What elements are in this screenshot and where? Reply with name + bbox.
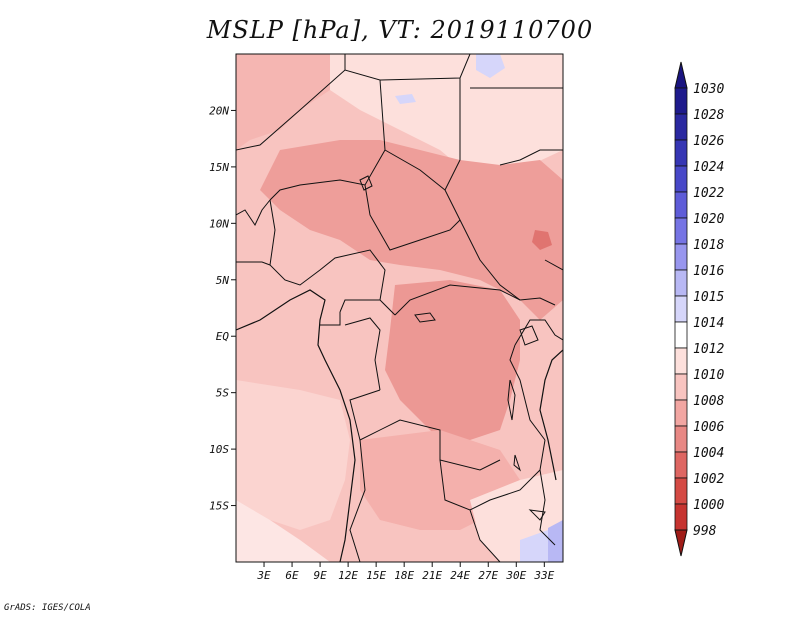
colorbar-label: 1018 — [693, 238, 724, 253]
colorbar-label: 1004 — [693, 446, 724, 461]
field-1012-sw — [236, 380, 350, 530]
colorbar-swatch — [674, 295, 688, 323]
lon-tick-label: 24E — [450, 569, 470, 582]
colorbar-bottom-arrow — [674, 529, 688, 557]
colorbar-swatch — [674, 87, 688, 115]
lat-tick-label: 10N — [209, 217, 229, 230]
colorbar-swatch — [674, 269, 688, 297]
colorbar-swatch — [674, 425, 688, 453]
colorbar-swatch — [674, 243, 688, 271]
longitude-axis: 3E 6E 9E 12E 15E 18E 21E 24E 27E 30E 33E — [256, 562, 555, 582]
colorbar-label: 1024 — [693, 160, 724, 175]
colorbar-label: 1020 — [693, 212, 724, 227]
lon-tick-label: 15E — [366, 569, 386, 582]
colorbar-label: 1008 — [693, 394, 724, 409]
country-borders — [236, 54, 563, 562]
lon-tick-label: 9E — [313, 569, 327, 582]
colorbar-swatch — [674, 321, 688, 349]
field-1008-central — [260, 140, 563, 320]
lon-tick-label: 21E — [422, 569, 442, 582]
colorbar-swatch — [674, 165, 688, 193]
lakes — [359, 175, 546, 521]
colorbar-label: 1026 — [693, 134, 724, 149]
lon-tick-label: 12E — [338, 569, 358, 582]
lat-tick-label: 10S — [209, 443, 229, 456]
colorbar-label: 1006 — [693, 420, 724, 435]
grads-credit: GrADS: IGES/COLA — [4, 603, 91, 613]
pressure-field — [236, 54, 563, 562]
field-1012-north — [330, 54, 563, 175]
map-title: MSLP [hPa], VT: 2019110700 — [206, 16, 594, 44]
colorbar: 1030 1028 1026 1024 1022 1020 1018 1016 1015 1014… — [674, 61, 724, 557]
colorbar-swatch — [674, 347, 688, 375]
colorbar-top-arrow — [674, 61, 688, 89]
latitude-axis: 20N 15N 10N 5N EQ 5S 10S 15S — [209, 104, 236, 513]
field-1006-spot — [532, 230, 552, 250]
field-1016-se — [548, 520, 563, 562]
colorbar-swatch — [674, 191, 688, 219]
lat-tick-label: 15N — [209, 161, 229, 174]
colorbar-label: 1022 — [693, 186, 724, 201]
colorbar-swatch — [674, 503, 688, 531]
colorbar-swatch — [674, 399, 688, 427]
coastline — [236, 289, 563, 562]
lat-tick-label: 15S — [209, 500, 229, 513]
colorbar-swatch — [674, 113, 688, 141]
lat-tick-label: 5S — [216, 387, 230, 400]
lon-tick-label: 18E — [394, 569, 414, 582]
colorbar-label: 1012 — [693, 342, 724, 357]
colorbar-label: 1015 — [693, 290, 724, 305]
lat-tick-label: 20N — [209, 104, 229, 117]
field-1015-patch — [395, 94, 416, 104]
colorbar-label: 998 — [693, 524, 717, 539]
colorbar-swatch — [674, 139, 688, 167]
field-1014-sw — [236, 500, 330, 562]
colorbar-swatch — [674, 373, 688, 401]
colorbar-label: 1010 — [693, 368, 724, 383]
lon-tick-label: 33E — [533, 569, 554, 582]
lat-tick-label: 5N — [216, 274, 230, 287]
field-1010-west — [236, 54, 330, 150]
field-1015-north — [476, 54, 505, 78]
colorbar-swatch — [674, 477, 688, 505]
lon-tick-label: 3E — [256, 569, 271, 582]
lat-tick-label: EQ — [216, 330, 230, 343]
lon-tick-label: 27E — [478, 569, 498, 582]
colorbar-swatch — [674, 451, 688, 479]
colorbar-label: 1014 — [693, 316, 724, 331]
colorbar-label: 1028 — [693, 108, 724, 123]
lon-tick-label: 6E — [285, 569, 299, 582]
colorbar-swatch — [674, 217, 688, 245]
colorbar-label: 1000 — [693, 498, 724, 513]
lon-tick-label: 30E — [505, 569, 526, 582]
map-frame — [235, 53, 564, 563]
colorbar-label: 1030 — [693, 82, 724, 97]
colorbar-label: 1016 — [693, 264, 724, 279]
colorbar-label: 1002 — [693, 472, 724, 487]
